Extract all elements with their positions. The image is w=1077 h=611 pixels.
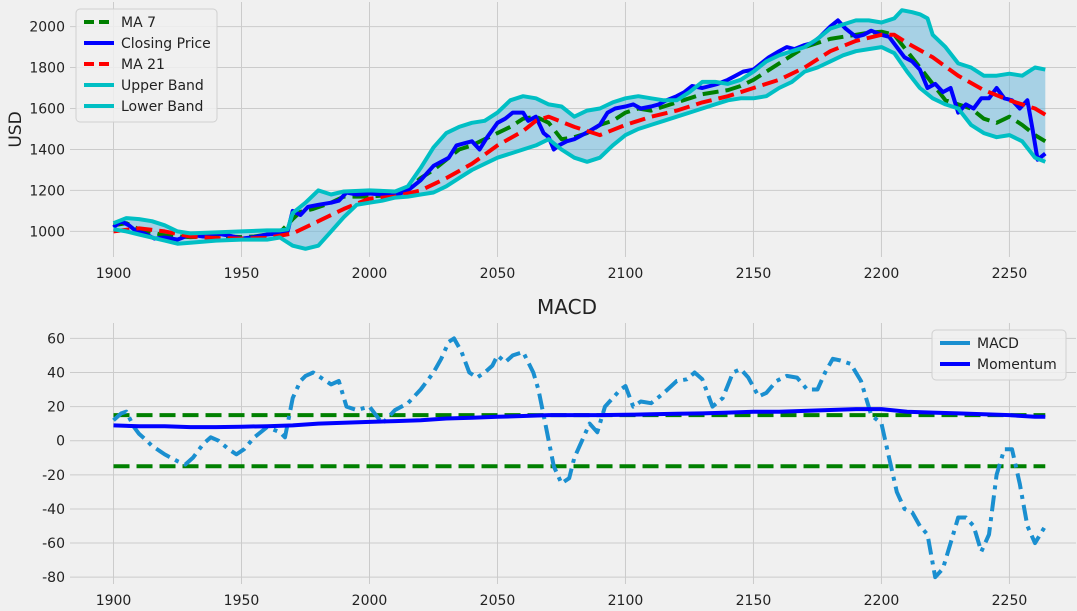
x-tick-label: 1900 — [96, 593, 132, 609]
x-tick-label: 2050 — [480, 593, 516, 609]
y-tick-label: -60 — [42, 536, 65, 552]
chart-title: MACD — [537, 295, 597, 319]
legend-label-ma-21: MA 21 — [121, 57, 165, 73]
legend-label-closing-price: Closing Price — [121, 36, 211, 52]
x-tick-label: 2000 — [352, 593, 388, 609]
x-tick-label: 2100 — [608, 266, 644, 282]
series-line-lower-band — [113, 45, 1047, 251]
x-tick-label: 1950 — [224, 593, 260, 609]
legend-label-lower-band: Lower Band — [121, 99, 203, 115]
plot-area — [70, 323, 1076, 584]
y-tick-label: -80 — [42, 570, 65, 586]
series-line-ma-7 — [113, 29, 1047, 240]
series-line-momentum — [113, 407, 1046, 430]
y-tick-label: 1800 — [29, 61, 65, 77]
price-chart-panel: 1900 1950 2000 2050 2100 2150 2200 2250 1000 1200… — [6, 2, 1076, 282]
y-tick-label: 20 — [47, 400, 65, 416]
legend: MACD Momentum — [931, 329, 1067, 381]
x-tick-label: 2200 — [864, 266, 900, 282]
y-tick-label: 0 — [56, 434, 65, 450]
legend-box — [75, 8, 218, 123]
legend-label-ma-7: MA 7 — [121, 15, 156, 31]
x-tick-label: 2200 — [864, 593, 900, 609]
x-tick-label: 2150 — [736, 593, 772, 609]
x-tick-label: 2250 — [992, 593, 1028, 609]
plot-marks — [112, 336, 1048, 580]
x-tick-label: 2150 — [736, 266, 772, 282]
series-line-macd — [112, 336, 1048, 580]
macd-chart-panel: 1900 1950 2000 2050 2100 2150 2200 2250 -80 -60 -4… — [42, 295, 1076, 609]
y-tick-label: 1200 — [29, 183, 65, 199]
plot-marks — [112, 8, 1047, 251]
y-tick-label: -20 — [42, 468, 65, 484]
legend-label-upper-band: Upper Band — [121, 78, 204, 94]
x-tick-label: 2100 — [608, 593, 644, 609]
y-tick-label: 1600 — [29, 102, 65, 118]
y-tick-label: 2000 — [29, 20, 65, 36]
y-tick-label: 1000 — [29, 224, 65, 240]
y-tick-label: 40 — [47, 365, 65, 381]
legend-label-macd: MACD — [977, 336, 1019, 352]
y-axis-title: USD — [6, 111, 26, 147]
x-tick-label: 2000 — [352, 266, 388, 282]
series-line-closing-price — [112, 18, 1047, 242]
x-tick-label: 2050 — [480, 266, 516, 282]
y-tick-label: 1400 — [29, 142, 65, 158]
series-line-upper-band — [112, 8, 1046, 236]
x-tick-label: 1950 — [224, 266, 260, 282]
x-tick-label: 2250 — [992, 266, 1028, 282]
legend: MA 7 Closing Price MA 21 Upper Band Lower Ba… — [75, 8, 218, 123]
y-tick-label: -40 — [42, 502, 65, 518]
y-tick-label: 60 — [47, 331, 65, 347]
legend-label-momentum: Momentum — [977, 357, 1057, 373]
x-tick-label: 1900 — [96, 266, 132, 282]
